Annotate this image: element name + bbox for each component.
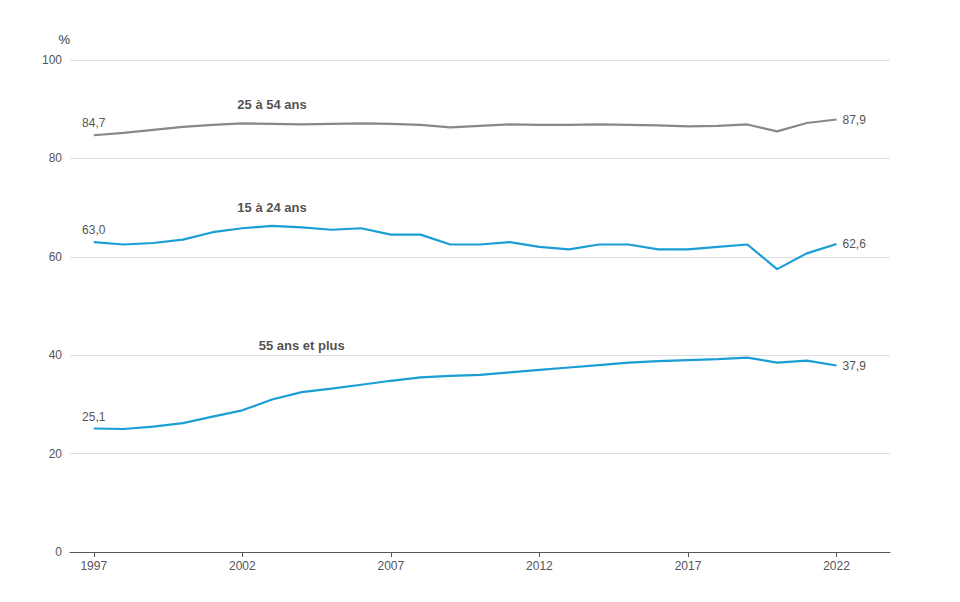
svg-text:2017: 2017 [675,559,702,573]
svg-text:25 à 54 ans: 25 à 54 ans [237,97,306,112]
svg-text:37,9: 37,9 [843,359,867,373]
svg-text:2012: 2012 [526,559,553,573]
svg-text:62,6: 62,6 [843,237,867,251]
svg-text:100: 100 [42,53,62,67]
svg-text:2002: 2002 [229,559,256,573]
svg-text:1997: 1997 [80,559,107,573]
svg-text:55 ans et plus: 55 ans et plus [259,338,345,353]
svg-text:2007: 2007 [378,559,405,573]
svg-text:20: 20 [49,447,63,461]
svg-text:80: 80 [49,151,63,165]
svg-text:0: 0 [55,545,62,559]
svg-text:40: 40 [49,348,63,362]
svg-text:2022: 2022 [823,559,850,573]
svg-text:%: % [58,32,70,47]
svg-text:63,0: 63,0 [82,223,106,237]
svg-text:25,1: 25,1 [82,410,106,424]
svg-text:15 à 24 ans: 15 à 24 ans [237,200,306,215]
svg-text:60: 60 [49,250,63,264]
svg-text:87,9: 87,9 [843,113,867,127]
svg-text:84,7: 84,7 [82,116,106,130]
